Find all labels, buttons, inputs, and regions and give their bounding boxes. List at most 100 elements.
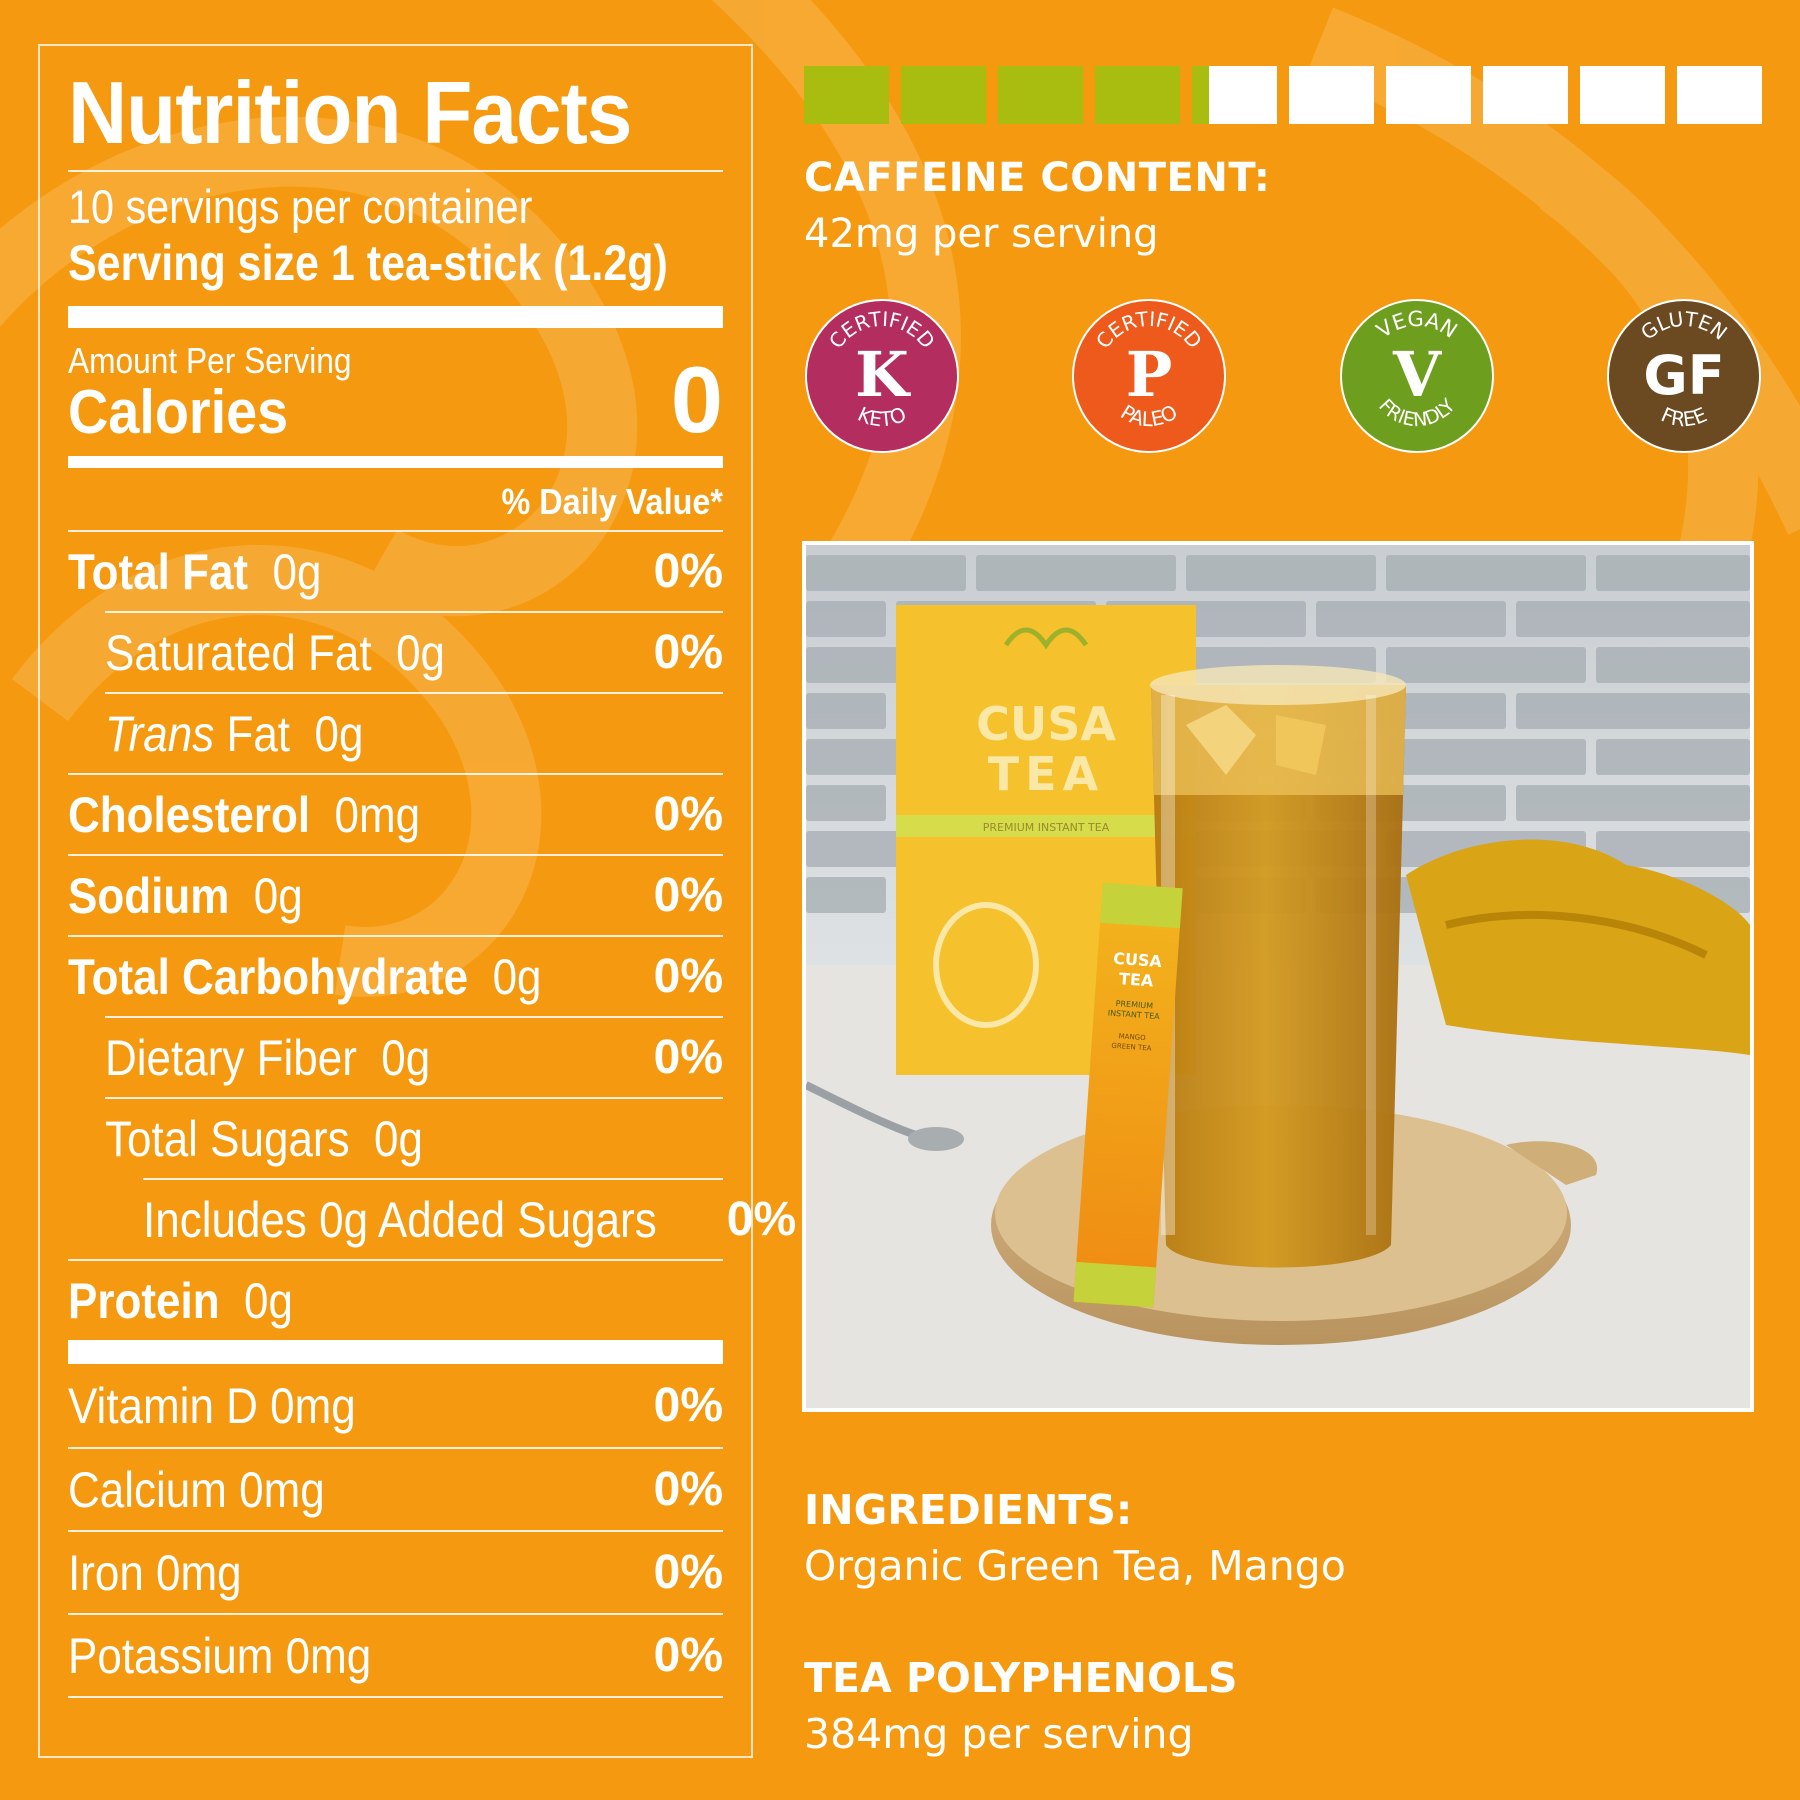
stick-flavor-line2: GREEN TEA [1111,1042,1152,1053]
polyphenols-value: 384mg per serving [804,1710,1194,1758]
nutrient-label: Includes 0g Added Sugars [143,1191,657,1248]
badge-circle [1340,299,1494,453]
box-brand-line1: CUSA [976,697,1116,751]
vitamin-label: Calcium 0mg [68,1461,325,1518]
badge-circle [805,299,959,453]
nutrient-daily-value: 0% [653,950,723,1003]
keto-badge-icon: CERTIFIED K KETO [804,298,960,454]
nutrient-amount: 0g [374,1110,423,1167]
caffeine-segment [1386,66,1471,124]
caffeine-segment [998,66,1083,124]
vitamin-daily-value: 0% [653,1379,723,1432]
nutrition-facts-panel: Nutrition Facts 10 servings per containe… [38,44,796,1758]
vitamin-daily-value: 0% [653,1546,723,1599]
nutrient-daily-value: 0% [726,1193,797,1246]
stick-brand-line1: CUSA [1113,949,1163,971]
medium-divider [68,456,723,468]
nutrient-amount: 0g [253,867,303,924]
nutrient-row-dietary-fiber: Dietary Fiber 0g 0% [105,1016,723,1097]
divider [68,170,723,172]
nutrient-label: Total Carbohydrate 0g [68,947,542,1007]
nutrient-label: Total Sugars 0g [105,1109,423,1169]
nutrient-row-sodium: Sodium 0g 0% [68,854,723,935]
caffeine-segment [1483,66,1568,124]
nutrient-daily-value: 0% [653,1031,723,1084]
nutrient-amount: 0g [396,624,446,681]
nutrient-label: Cholesterol 0mg [68,785,420,845]
nutrient-name: Cholesterol [68,786,311,843]
iced-tea-illustration: CUSA TEA PREMIUM INSTANT TEA CUSA [806,545,1750,1408]
servings-per-container: 10 servings per container [68,180,533,233]
caffeine-segment [1192,66,1277,124]
vitamin-row-iron: Iron 0mg 0% [68,1530,723,1613]
daily-value-header: % Daily Value* [501,481,723,522]
nutrient-amount: 0g [244,1272,293,1329]
vitamin-label: Potassium 0mg [68,1627,372,1684]
vitamin-row-vitamin-d: Vitamin D 0mg 0% [68,1364,723,1447]
polyphenols-heading: TEA POLYPHENOLS [804,1654,1238,1702]
nutrient-label: Saturated Fat 0g [105,623,445,683]
nutrient-label: Trans Fat 0g [105,704,363,764]
thick-divider [68,306,723,328]
nutrient-name: Dietary Fiber [105,1029,357,1086]
vitamin-row-potassium: Potassium 0mg 0% [68,1613,723,1696]
vegan-badge-icon: VEGAN V FRIENDLY [1339,298,1495,454]
calories-value: 0 [670,347,723,452]
vitamin-daily-value: 0% [653,1463,723,1516]
badge-circle [1607,299,1761,453]
serving-size: Serving size 1 tea-stick (1.2g) [68,235,668,291]
iced-tea-glass [1150,665,1406,1268]
badge-circle [1072,299,1226,453]
vitamin-daily-value: 0% [653,1629,723,1682]
nutrient-daily-value: 0% [653,869,723,922]
vitamin-label: Iron 0mg [68,1544,242,1601]
stick-brand-line2: TEA [1118,969,1154,990]
caffeine-segment [804,66,889,124]
calories-row: Calories 0 [68,353,723,447]
nutrient-amount: 0g [272,543,322,600]
nutrient-label: Total Fat 0g [68,542,321,602]
nutrient-row-total-carbohydrate: Total Carbohydrate 0g 0% [68,935,723,1016]
nutrient-name: Total Sugars [105,1110,350,1167]
nutrient-row-total-sugars: Total Sugars 0g [105,1097,723,1178]
nutrient-row-protein: Protein 0g [68,1259,723,1340]
caffeine-segment [1289,66,1374,124]
caffeine-value: 42mg per serving [804,211,1159,257]
badge-letter: K [855,338,911,411]
badge-letter: P [1126,338,1173,411]
nutrient-daily-value: 0% [653,788,723,841]
nutrient-name: Fat [214,705,291,762]
caffeine-segment [901,66,986,124]
nutrient-amount: 0mg [334,786,421,843]
amount-per-serving: Amount Per Serving [68,340,352,381]
nutrient-label: Protein 0g [68,1271,293,1331]
thick-divider [68,1340,723,1364]
nutrient-name: Saturated Fat [105,624,372,681]
stick-sub-line1: PREMIUM [1115,999,1153,1011]
nutrient-name: Total Carbohydrate [68,948,469,1005]
caffeine-heading: CAFFEINE CONTENT: [804,155,1271,201]
box-subtitle: PREMIUM INSTANT TEA [983,821,1110,834]
vitamin-row-calcium: Calcium 0mg 0% [68,1447,723,1530]
vitamin-label: Vitamin D 0mg [68,1377,356,1434]
ingredients-value: Organic Green Tea, Mango [804,1542,1346,1590]
caffeine-segment [1095,66,1180,124]
nutrient-name-italic: Trans [105,705,215,762]
nutrient-row-added-sugars: Includes 0g Added Sugars 0% [143,1178,796,1259]
product-photo: CUSA TEA PREMIUM INSTANT TEA CUSA [802,541,1754,1412]
nutrient-daily-value: 0% [653,626,723,679]
nutrient-label: Sodium 0g [68,866,303,926]
paleo-badge-icon: CERTIFIED P PALEO [1071,298,1227,454]
calories-label: Calories [68,378,289,447]
stick-sub-line2: INSTANT TEA [1107,1008,1160,1021]
divider [68,1696,723,1698]
nutrient-row-cholesterol: Cholesterol 0mg 0% [68,773,723,854]
nutrient-daily-value: 0% [653,545,723,598]
nutrient-name: Total Fat [68,543,249,600]
yellow-cloth [1406,839,1750,1055]
nutrient-amount: 0g [381,1029,431,1086]
nutrient-amount: 0g [492,948,542,1005]
caffeine-level-bar [804,66,1762,124]
gluten-free-badge-icon: GLUTEN GF FREE [1606,298,1762,454]
caffeine-segment [1580,66,1665,124]
